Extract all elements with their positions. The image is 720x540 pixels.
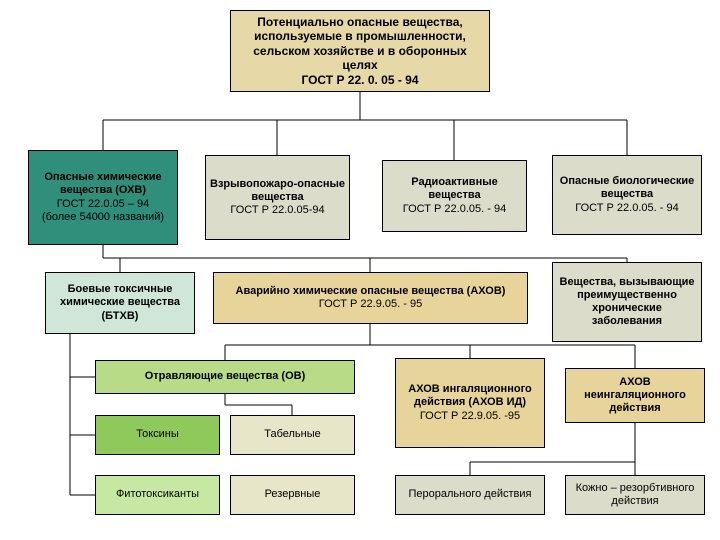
- node-axne: АХОВ неингаляционного действия: [565, 368, 705, 423]
- node-l1b: Взрывопожаро-опасные веществаГОСТ Р 22.0…: [205, 155, 350, 240]
- node-tox: Токсины: [95, 415, 220, 455]
- node-l1a: Опасные химические вещества (ОХВ)ГОСТ 22…: [28, 150, 178, 245]
- node-tab: Табельные: [230, 415, 355, 455]
- node-kozh: Кожно – резорбтивного действия: [565, 475, 705, 515]
- node-l1c: Радиоактивные веществаГОСТ Р 22.0.05. - …: [382, 160, 527, 232]
- node-btxv: Боевые токсичные химические вещества (БТ…: [45, 272, 195, 334]
- node-root: Потенциально опасные вещества, используе…: [230, 10, 490, 92]
- node-axid: АХОВ ингаляционного действия (АХОВ ИД)ГО…: [395, 358, 545, 448]
- node-l1d: Опасные биологические веществаГОСТ Р 22.…: [552, 155, 702, 235]
- node-rez: Резервные: [230, 475, 355, 515]
- node-ov: Отравляющие вещества (ОВ): [95, 360, 355, 394]
- node-chron: Вещества, вызывающие преимущественно хро…: [552, 262, 702, 342]
- node-axov: Аварийно химические опасные вещества (АХ…: [213, 272, 528, 324]
- node-fito: Фитотоксиканты: [95, 475, 220, 515]
- node-pero: Перорального действия: [395, 475, 545, 515]
